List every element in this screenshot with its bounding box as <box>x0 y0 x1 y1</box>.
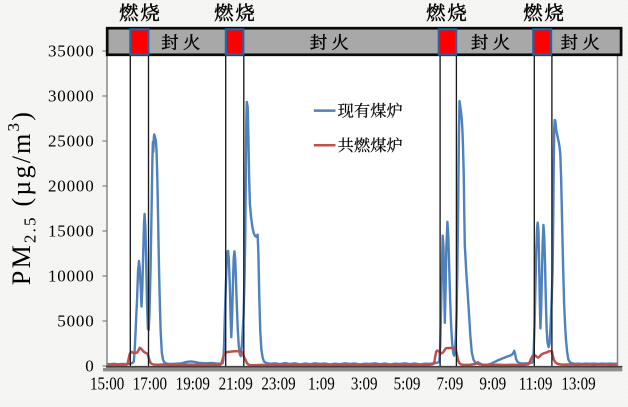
svg-text:15:00: 15:00 <box>90 374 124 394</box>
svg-text:23:09: 23:09 <box>261 374 295 394</box>
svg-text:5:09: 5:09 <box>394 374 421 394</box>
svg-text:25000: 25000 <box>48 132 95 151</box>
svg-text:35000: 35000 <box>48 42 95 61</box>
svg-text:10000: 10000 <box>48 267 95 286</box>
svg-text:13:09: 13:09 <box>561 374 595 394</box>
svg-text:0: 0 <box>85 357 94 376</box>
svg-text:19:09: 19:09 <box>176 374 210 394</box>
svg-text:7:09: 7:09 <box>437 374 464 394</box>
svg-text:21:09: 21:09 <box>219 374 253 394</box>
svg-text:5000: 5000 <box>57 312 94 331</box>
svg-text:11:09: 11:09 <box>519 374 553 394</box>
svg-text:9:09: 9:09 <box>479 374 506 394</box>
svg-text:20000: 20000 <box>48 177 95 196</box>
svg-text:3:09: 3:09 <box>351 374 378 394</box>
svg-text:PM2.5 (µg/m3): PM2.5 (µg/m3) <box>4 110 40 285</box>
svg-text:30000: 30000 <box>48 87 95 106</box>
svg-text:17:00: 17:00 <box>133 374 167 394</box>
svg-text:15000: 15000 <box>48 222 95 241</box>
svg-text:1:09: 1:09 <box>308 374 335 394</box>
